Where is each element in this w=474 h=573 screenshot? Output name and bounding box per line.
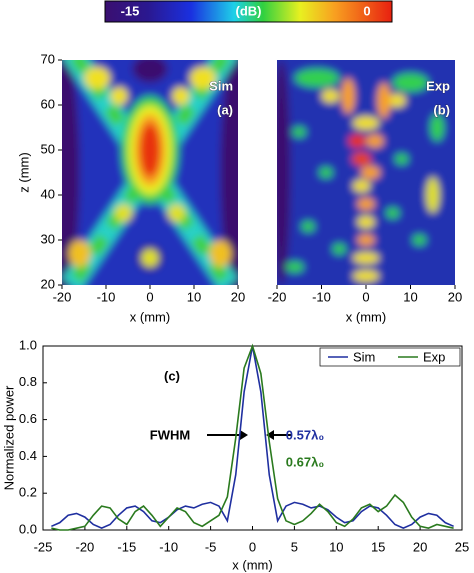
x-tick-label: 0 [146,289,153,304]
panel-annotation: Exp [426,78,450,93]
y-tick-label: 30 [41,231,55,246]
annotation: 0.67λ₀ [286,454,325,469]
x-tick-label: -20 [53,289,72,304]
x-tick-label: -25 [34,539,53,554]
series-line [51,343,454,531]
x-tick-label: 20 [413,539,427,554]
y-axis-label: z (mm) [16,152,31,192]
colorbar [104,0,393,23]
y-tick-label: 0.8 [19,374,37,389]
x-tick-label: -20 [268,289,287,304]
legend-label: Sim [353,349,375,364]
x-axis-label: x (mm) [346,309,386,324]
legend-box [319,347,461,367]
x-tick-label: 25 [455,539,469,554]
x-axis-label: x (mm) [130,309,170,324]
y-tick-label: 0.4 [19,448,37,463]
colorbar-tick-label: -15 [121,3,140,18]
series-line [51,345,454,530]
x-tick-label: -20 [76,539,95,554]
heatmap-a [62,60,238,285]
panel-annotation: (a) [217,102,233,117]
x-tick-label: 10 [329,539,343,554]
x-tick-label: 15 [371,539,385,554]
x-tick-label: 20 [231,289,245,304]
y-tick-label: 50 [41,141,55,156]
y-tick-label: 60 [41,96,55,111]
x-tick-label: -10 [97,289,116,304]
x-tick-label: -15 [117,539,136,554]
y-tick-label: 0.2 [19,485,37,500]
x-tick-label: -5 [205,539,217,554]
heatmap-b [277,60,455,285]
annotation: (c) [164,368,180,383]
y-axis-label: Normalized power [1,385,16,490]
plot-frame [42,345,463,531]
x-tick-label: 10 [187,289,201,304]
x-tick-label: 0 [362,289,369,304]
x-tick-label: 10 [403,289,417,304]
y-tick-label: 40 [41,186,55,201]
x-tick-label: -10 [312,289,331,304]
x-tick-label: 20 [448,289,462,304]
y-tick-label: 0.0 [19,521,37,536]
y-tick-label: 70 [41,51,55,66]
annotation: 0.57λ₀ [286,427,325,442]
y-tick-label: 20 [41,276,55,291]
x-tick-label: 0 [249,539,256,554]
y-tick-label: 0.6 [19,411,37,426]
x-tick-label: 5 [291,539,298,554]
legend-label: Exp [423,349,445,364]
colorbar-label: (dB) [236,3,262,18]
panel-annotation: (b) [433,102,450,117]
colorbar-tick-label: 0 [363,3,370,18]
x-tick-label: -10 [159,539,178,554]
fwhm-arrows [207,430,292,440]
annotation: FWHM [150,427,190,442]
panel-annotation: Sim [209,78,233,93]
y-tick-label: 1.0 [19,337,37,352]
x-axis-label: x (mm) [232,557,272,572]
